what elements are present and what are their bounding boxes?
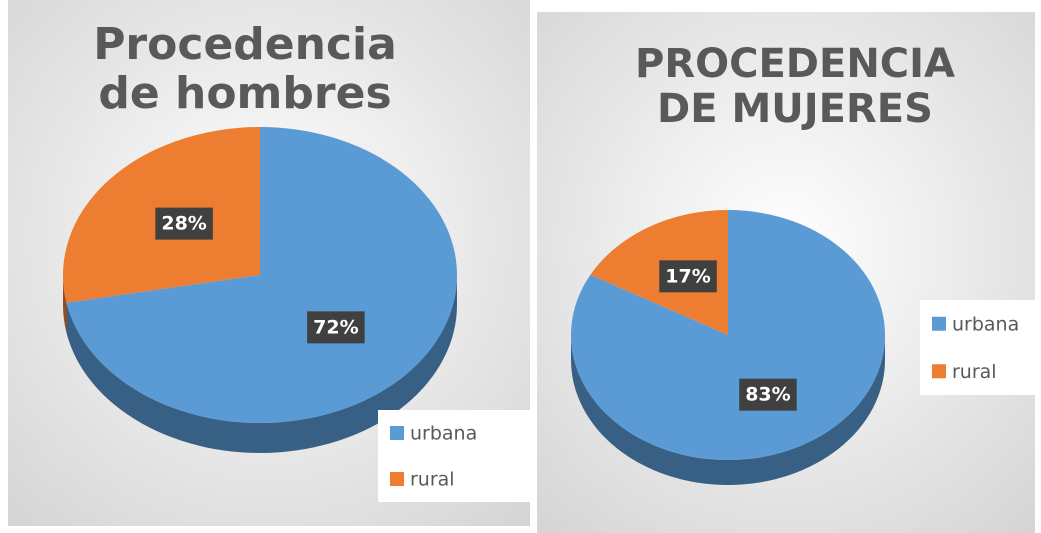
legend-label: urbana — [952, 313, 1019, 335]
data-label-box — [739, 378, 797, 411]
legend-label: rural — [952, 361, 997, 383]
pie-slice — [590, 210, 728, 335]
data-label-box — [659, 260, 717, 293]
legend-box — [378, 410, 530, 502]
chart-title: PROCEDENCIA DE MUJERES — [635, 41, 955, 132]
data-label: 17% — [665, 265, 710, 287]
legend-swatch — [932, 364, 946, 379]
pie-side — [571, 335, 885, 485]
legend-label: rural — [410, 469, 455, 491]
legend-swatch — [390, 472, 404, 486]
data-label: 83% — [745, 384, 790, 406]
data-label-box — [307, 311, 365, 344]
legend-label: urbana — [410, 423, 477, 445]
chart-title: Procedencia de hombres — [93, 19, 397, 120]
legend-box — [920, 300, 1035, 395]
data-label: 28% — [161, 213, 206, 235]
legend-swatch — [390, 426, 404, 440]
pie-slice — [66, 127, 458, 423]
pie-side — [66, 275, 457, 453]
legend-swatch — [932, 316, 946, 331]
data-label-box — [155, 207, 213, 240]
pie-side — [63, 275, 67, 333]
data-label: 72% — [313, 316, 358, 338]
